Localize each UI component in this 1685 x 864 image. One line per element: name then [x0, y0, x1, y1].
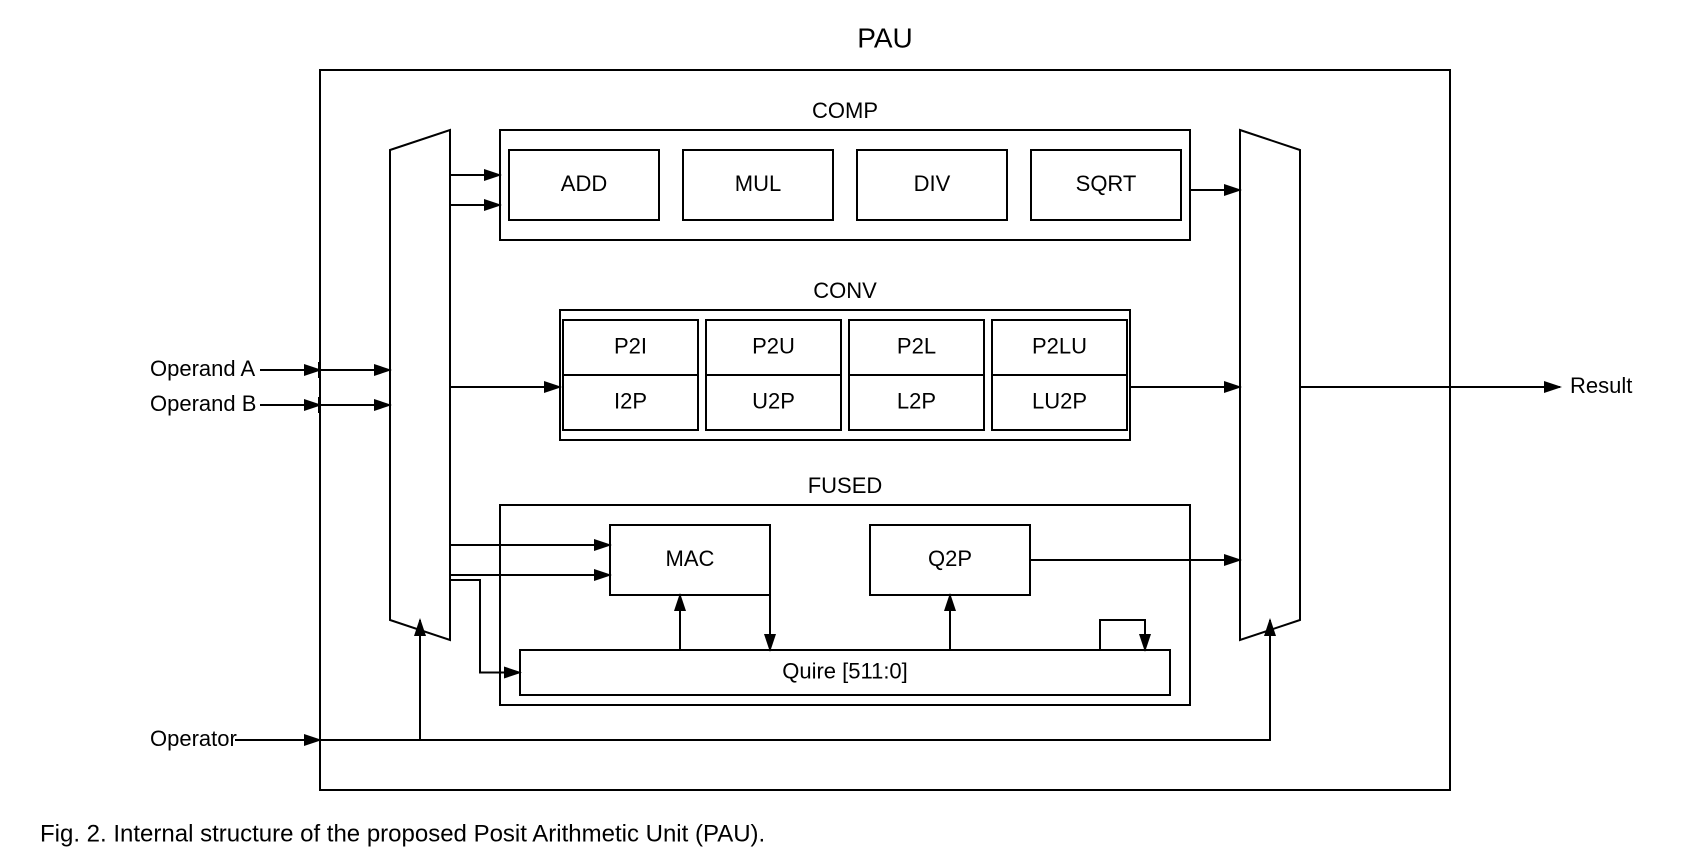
comp-div-label: DIV — [914, 171, 951, 196]
conv-p2i-label: P2I — [614, 333, 647, 358]
fused-label: FUSED — [808, 473, 883, 498]
comp-sqrt-label: SQRT — [1076, 171, 1137, 196]
operand-b-label: Operand B — [150, 391, 256, 416]
diagram-title: PAU — [857, 22, 913, 53]
conv-u2p-label: U2P — [752, 388, 795, 413]
q2p-label: Q2P — [928, 546, 972, 571]
comp-add-label: ADD — [561, 171, 607, 196]
result-label: Result — [1570, 373, 1632, 398]
operator-label: Operator — [150, 726, 237, 751]
conv-p2u-label: P2U — [752, 333, 795, 358]
conv-label: CONV — [813, 278, 877, 303]
mux — [1240, 130, 1300, 640]
comp-mul-label: MUL — [735, 171, 781, 196]
conv-l2p-label: L2P — [897, 388, 936, 413]
comp-label: COMP — [812, 98, 878, 123]
conv-p2lu-label: P2LU — [1032, 333, 1087, 358]
conv-p2l-label: P2L — [897, 333, 936, 358]
figure-caption: Fig. 2. Internal structure of the propos… — [40, 820, 765, 847]
conv-i2p-label: I2P — [614, 388, 647, 413]
quire-label: Quire [511:0] — [782, 658, 908, 683]
conv-lu2p-label: LU2P — [1032, 388, 1087, 413]
operand-a-label: Operand A — [150, 356, 256, 381]
demux — [390, 130, 450, 640]
mac-label: MAC — [666, 546, 715, 571]
